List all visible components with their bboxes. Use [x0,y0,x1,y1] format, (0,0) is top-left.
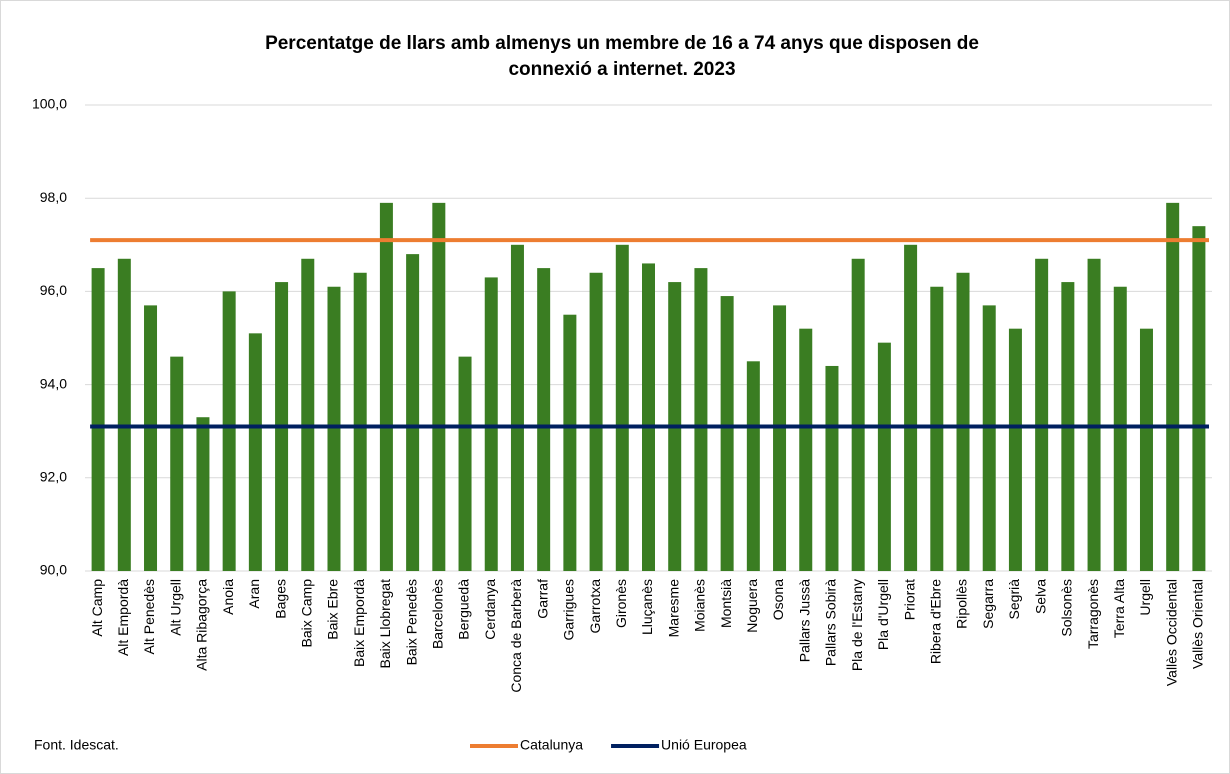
x-tick-label: Garraf [534,579,550,619]
x-tick-label: Pallars Sobirà [823,579,839,666]
y-tick-label: 96,0 [40,282,67,298]
bar [720,296,734,571]
bar [484,277,498,571]
bar [379,202,393,572]
x-tick-label: Ribera d'Ebre [928,579,944,664]
bar [799,328,813,571]
x-tick-label: Lluçanès [639,579,655,635]
bar [327,286,341,571]
bar [930,286,944,571]
x-tick-label: Cerdanya [482,579,498,640]
x-tick-label: Terra Alta [1111,579,1127,638]
legend-label: Catalunya [520,737,583,753]
bar [746,361,760,571]
y-tick-label: 92,0 [40,469,67,485]
y-tick-label: 100,0 [32,96,67,112]
bar [642,263,655,571]
x-tick-label: Baix Camp [298,579,314,648]
x-tick-label: Solsonès [1059,579,1075,637]
x-tick-label: Tarragonès [1085,579,1101,649]
bar [956,272,970,571]
bar [773,305,787,571]
bar [1008,328,1022,571]
x-tick-label: Baix Penedès [403,579,419,665]
x-tick-label: Moianès [692,579,708,632]
bar [1113,286,1127,571]
bar [1166,202,1180,572]
bar [589,272,603,571]
bar [563,314,577,571]
bar [196,417,210,571]
y-tick-label: 94,0 [40,375,67,391]
bar [144,305,158,571]
x-tick-label: Aran [246,579,262,609]
x-tick-label: Montsià [718,579,734,628]
x-tick-label: Priorat [901,579,917,620]
bar [222,291,236,571]
bar [170,356,184,571]
x-tick-label: Berguedà [456,579,472,640]
bar [825,365,839,571]
x-tick-label: Segarra [980,579,996,629]
y-tick-label: 98,0 [40,189,67,205]
bar [458,356,472,571]
x-tick-label: Bages [272,579,288,619]
x-tick-label: Alt Empordà [115,579,131,656]
bar [1087,258,1101,571]
x-tick-label: Baix Empordà [351,579,367,667]
bar [982,305,996,571]
bar [248,333,262,571]
bar [904,244,918,572]
x-tick-label: Pla de l'Estany [849,579,865,671]
x-tick-label: Selva [1032,579,1048,614]
x-tick-label: Alt Urgell [167,579,183,636]
x-tick-label: Ripollès [954,579,970,629]
x-tick-label: Barcelonès [430,579,446,649]
chart-title: Percentatge de llars amb almenys un memb… [265,33,979,54]
bar [615,244,629,572]
bar [851,258,865,571]
bar [91,268,105,571]
x-tick-label: Garrotxa [587,579,603,634]
x-tick-label: Urgell [1137,579,1153,616]
x-tick-label: Alt Camp [89,579,105,637]
source: Font. Idescat. [34,737,119,753]
legend-label: Unió Europea [661,737,747,753]
x-tick-label: Pla d'Urgell [875,579,891,650]
x-tick-label: Noguera [744,579,760,633]
bar [432,202,446,572]
x-tick-label: Baix Llobregat [377,579,393,669]
x-tick-label: Alt Penedès [141,579,157,655]
bar [406,254,420,571]
x-tick-label: Maresme [665,579,681,638]
y-tick-label: 90,0 [40,562,67,578]
x-tick-label: Vallès Occidental [1163,579,1179,686]
x-tick-label: Alta Ribagorça [194,579,210,671]
x-tick-label: Garrigues [561,579,577,640]
bar [694,268,708,571]
x-tick-label: Pallars Jussà [796,579,812,662]
bar [117,258,131,571]
x-tick-label: Baix Ebre [325,579,341,640]
bar [537,268,551,571]
x-tick-label: Segrià [1006,579,1022,620]
bar [301,258,315,571]
x-tick-label: Anoia [220,579,236,615]
chart-title: connexió a internet. 2023 [508,59,735,80]
x-tick-label: Gironès [613,579,629,628]
bar [1139,328,1153,571]
bar [1035,258,1049,571]
bar [353,272,367,571]
x-tick-label: Vallès Oriental [1190,579,1206,669]
bar [877,342,891,571]
bar [1192,226,1206,571]
x-tick-label: Conca de Barberà [508,579,524,693]
x-tick-label: Osona [770,579,786,620]
bar [510,244,524,572]
